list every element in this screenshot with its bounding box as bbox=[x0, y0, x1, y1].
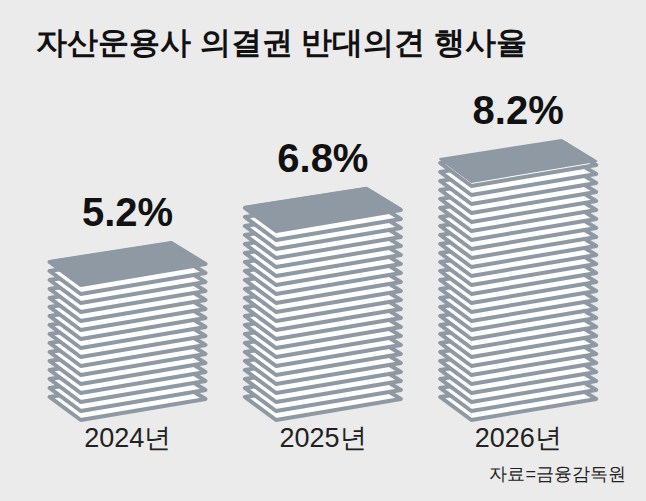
svg-text:2025년: 2025년 bbox=[279, 423, 366, 453]
svg-text:6.8%: 6.8% bbox=[277, 136, 368, 180]
svg-text:2024년: 2024년 bbox=[84, 423, 171, 453]
svg-text:2026년: 2026년 bbox=[475, 423, 562, 453]
svg-text:5.2%: 5.2% bbox=[82, 190, 173, 234]
svg-text:8.2%: 8.2% bbox=[473, 88, 564, 132]
html-text:자료=금융감독원: 자료=금융감독원 bbox=[489, 464, 626, 484]
html-text:자산운용사 의결권 반대의견 행사율: 자산운용사 의결권 반대의견 행사율 bbox=[36, 25, 527, 60]
